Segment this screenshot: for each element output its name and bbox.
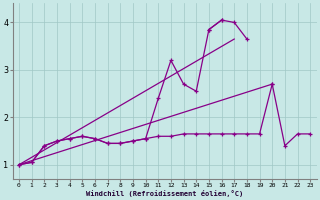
X-axis label: Windchill (Refroidissement éolien,°C): Windchill (Refroidissement éolien,°C) (86, 190, 243, 197)
